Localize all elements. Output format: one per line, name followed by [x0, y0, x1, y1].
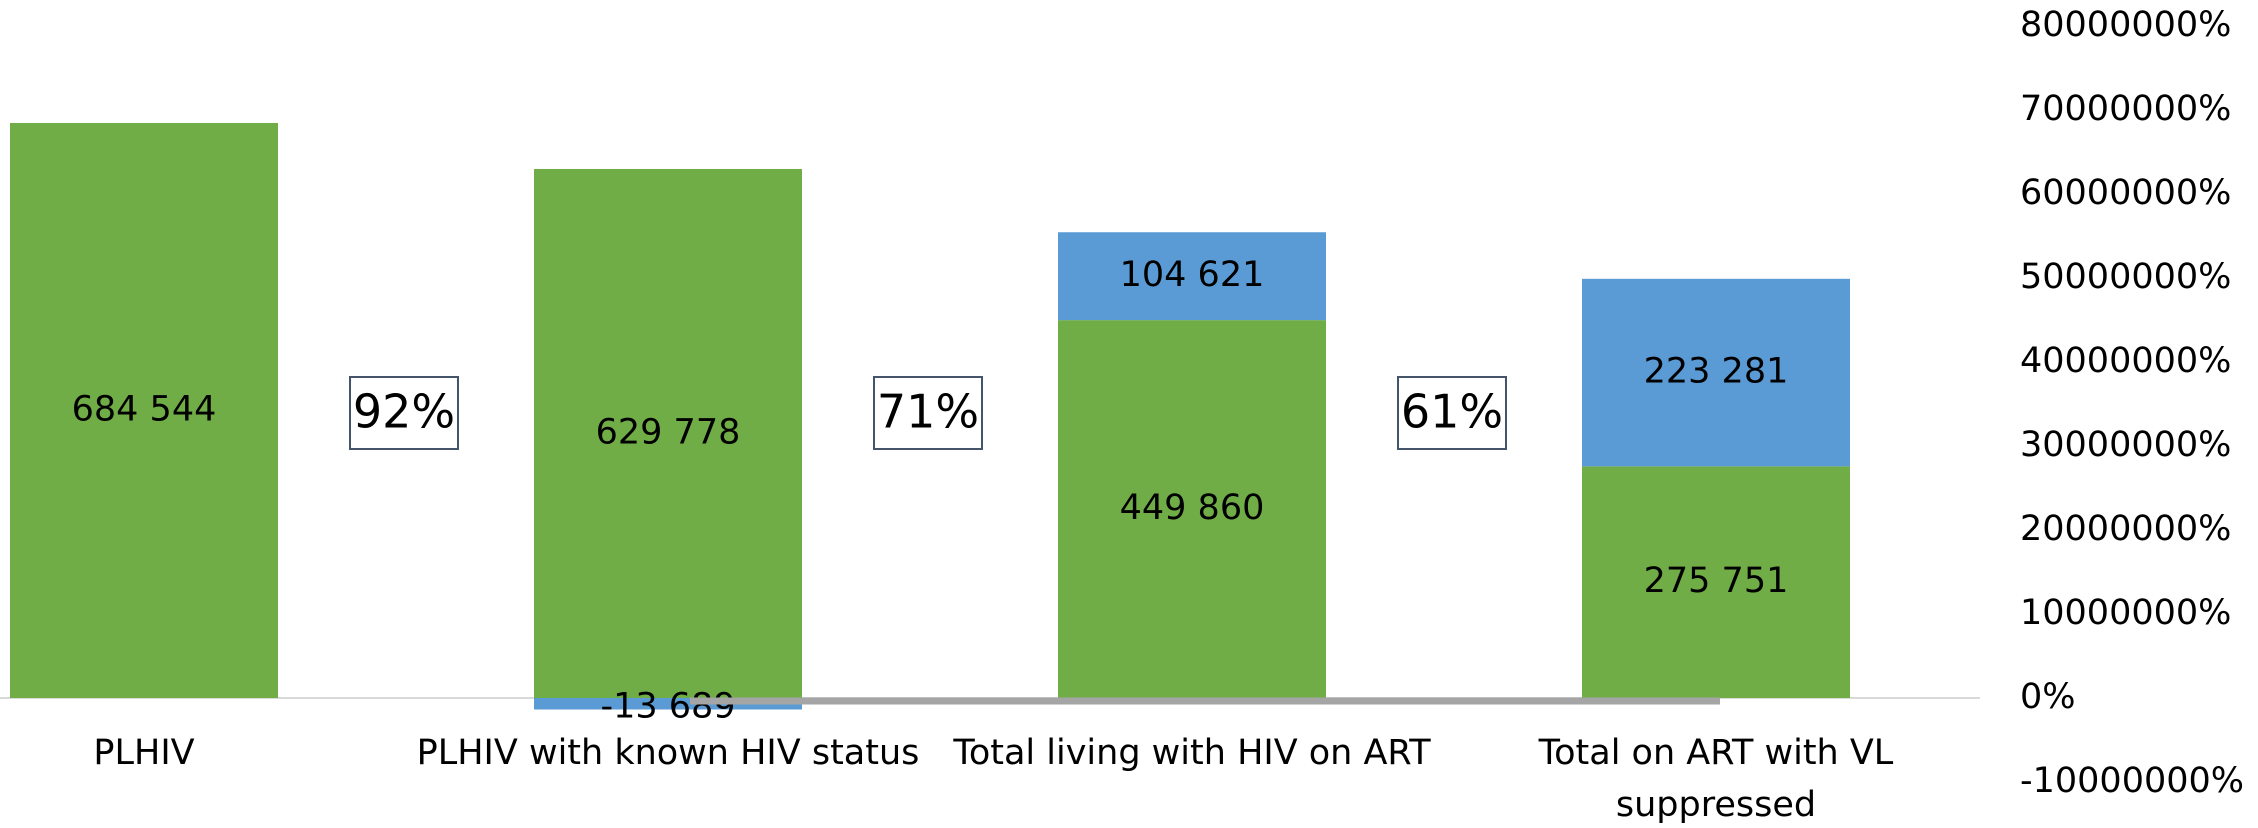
- annotation-box: [349, 376, 459, 450]
- annotation: 92%: [353, 385, 455, 439]
- y-tick-label: 30000000%: [2020, 425, 2231, 465]
- bar-segment: [534, 698, 802, 710]
- y-tick-label: 70000000%: [2020, 89, 2231, 129]
- bar-segment: [10, 122, 278, 699]
- annotation: 61%: [1401, 385, 1503, 439]
- y-tick-label: 20000000%: [2020, 509, 2231, 549]
- data-label: 275 751: [1644, 561, 1789, 601]
- y-tick-label: 50000000%: [2020, 257, 2231, 297]
- x-tick-label: PLHIV with known HIV status: [416, 733, 920, 773]
- data-label: 223 281: [1644, 352, 1789, 392]
- data-label: 104 621: [1120, 255, 1265, 295]
- bar-segment: [534, 168, 802, 699]
- bar-segment: [1058, 232, 1326, 321]
- y-tick-label: 60000000%: [2020, 173, 2231, 213]
- bar-segment: [1582, 466, 1850, 698]
- y-tick-label: -10000000%: [2020, 761, 2244, 801]
- bar-segment: [1582, 278, 1850, 467]
- data-label: 684 544: [72, 389, 217, 429]
- y-tick-label: 40000000%: [2020, 341, 2231, 381]
- annotation-box: [873, 376, 983, 450]
- data-label: 629 778: [596, 412, 741, 452]
- annotation: 71%: [877, 385, 979, 439]
- annotation-box: [1397, 376, 1507, 450]
- x-tick-label: Total on ART with VL suppressed: [1538, 733, 1894, 825]
- data-label: 449 860: [1120, 488, 1265, 528]
- x-tick-label: Total living with HIV on ART: [953, 733, 1431, 773]
- y-tick-label: 80000000%: [2020, 5, 2231, 45]
- y-tick-label: 10000000%: [2020, 593, 2231, 633]
- y-tick-label: 0%: [2020, 677, 2076, 717]
- x-tick-label: PLHIV: [93, 733, 195, 773]
- bar-segment: [1058, 320, 1326, 698]
- data-label: -13 689: [600, 686, 735, 726]
